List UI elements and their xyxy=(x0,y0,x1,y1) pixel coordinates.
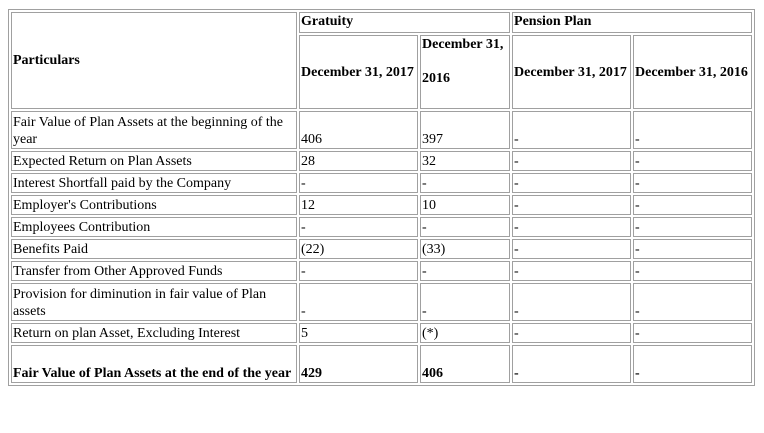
pension-2016-value: - xyxy=(633,261,753,281)
gratuity-2016-value: - xyxy=(420,283,511,321)
gratuity-2017-value: (22) xyxy=(299,239,418,259)
pension-2017-value: - xyxy=(512,111,632,149)
table-row: Employees Contribution - - - - xyxy=(11,217,753,237)
gratuity-2016-value: (33) xyxy=(420,239,511,259)
pension-2017-value: - xyxy=(512,217,632,237)
header-group-row: Particulars Gratuity Pension Plan xyxy=(11,12,753,109)
header-date-row: December 31, 2017 December 31, 2016 Decem… xyxy=(11,35,753,109)
gratuity-2017-value: 12 xyxy=(299,195,418,215)
pension-2017-value: - xyxy=(512,173,632,193)
row-label: Fair Value of Plan Assets at the beginni… xyxy=(11,111,297,149)
row-label: Provision for diminution in fair value o… xyxy=(11,283,297,321)
header-pension-2016: December 31, 2016 xyxy=(633,35,753,109)
pension-2017-value: - xyxy=(512,239,632,259)
header-particulars: Particulars xyxy=(11,12,297,109)
pension-2017-value: - xyxy=(512,151,632,171)
pension-2016-value: - xyxy=(633,195,753,215)
table-row: Transfer from Other Approved Funds - - -… xyxy=(11,261,753,281)
gratuity-2017-value: 28 xyxy=(299,151,418,171)
pension-2016-value: - xyxy=(633,239,753,259)
pension-2016-value: - xyxy=(633,111,753,149)
header-gratuity-2016: December 31, 2016 xyxy=(420,35,511,109)
gratuity-2016-value: - xyxy=(420,173,511,193)
pension-2017-value: - xyxy=(512,195,632,215)
row-label: Employees Contribution xyxy=(11,217,297,237)
header-gratuity-2016-line1: December 31, xyxy=(422,37,504,52)
pension-2016-value: - xyxy=(633,345,753,383)
table-row: Fair Value of Plan Assets at the beginni… xyxy=(11,111,753,149)
pension-2016-value: - xyxy=(633,217,753,237)
gratuity-2016-value: 32 xyxy=(420,151,511,171)
plan-assets-table-container: Particulars Gratuity Pension Plan Decemb… xyxy=(8,9,756,386)
table-row: Return on plan Asset, Excluding Interest… xyxy=(11,323,753,343)
row-label: Benefits Paid xyxy=(11,239,297,259)
row-label: Employer's Contributions xyxy=(11,195,297,215)
gratuity-2017-value: - xyxy=(299,217,418,237)
table-row: Benefits Paid (22) (33) - - xyxy=(11,239,753,259)
gratuity-2016-value: - xyxy=(420,261,511,281)
gratuity-2017-value: - xyxy=(299,261,418,281)
gratuity-2016-value: - xyxy=(420,217,511,237)
pension-2017-value: - xyxy=(512,283,632,321)
pension-2016-value: - xyxy=(633,283,753,321)
header-pension-plan: Pension Plan xyxy=(512,12,753,33)
row-label: Return on plan Asset, Excluding Interest xyxy=(11,323,297,343)
gratuity-2017-value: - xyxy=(299,173,418,193)
gratuity-2016-value: 406 xyxy=(420,345,511,383)
gratuity-2017-value: 429 xyxy=(299,345,418,383)
row-label: Interest Shortfall paid by the Company xyxy=(11,173,297,193)
gratuity-2016-value: 397 xyxy=(420,111,511,149)
pension-2017-value: - xyxy=(512,261,632,281)
pension-2017-value: - xyxy=(512,345,632,383)
plan-assets-table: Particulars Gratuity Pension Plan Decemb… xyxy=(8,9,756,386)
row-label: Expected Return on Plan Assets xyxy=(11,151,297,171)
total-row: Fair Value of Plan Assets at the end of … xyxy=(11,345,753,383)
header-pension-2017: December 31, 2017 xyxy=(512,35,632,109)
header-gratuity: Gratuity xyxy=(299,12,511,33)
gratuity-2016-value: (*) xyxy=(420,323,511,343)
row-label: Fair Value of Plan Assets at the end of … xyxy=(11,345,297,383)
pension-2016-value: - xyxy=(633,323,753,343)
gratuity-2017-value: 406 xyxy=(299,111,418,149)
table-row: Employer's Contributions 12 10 - - xyxy=(11,195,753,215)
table-row: Interest Shortfall paid by the Company -… xyxy=(11,173,753,193)
header-gratuity-2017: December 31, 2017 xyxy=(299,35,418,109)
pension-2017-value: - xyxy=(512,323,632,343)
pension-2016-value: - xyxy=(633,173,753,193)
row-label: Transfer from Other Approved Funds xyxy=(11,261,297,281)
pension-2016-value: - xyxy=(633,151,753,171)
header-gratuity-2016-line2: 2016 xyxy=(422,71,450,86)
gratuity-2016-value: 10 xyxy=(420,195,511,215)
table-row: Expected Return on Plan Assets 28 32 - - xyxy=(11,151,753,171)
gratuity-2017-value: 5 xyxy=(299,323,418,343)
table-row: Provision for diminution in fair value o… xyxy=(11,283,753,321)
gratuity-2017-value: - xyxy=(299,283,418,321)
